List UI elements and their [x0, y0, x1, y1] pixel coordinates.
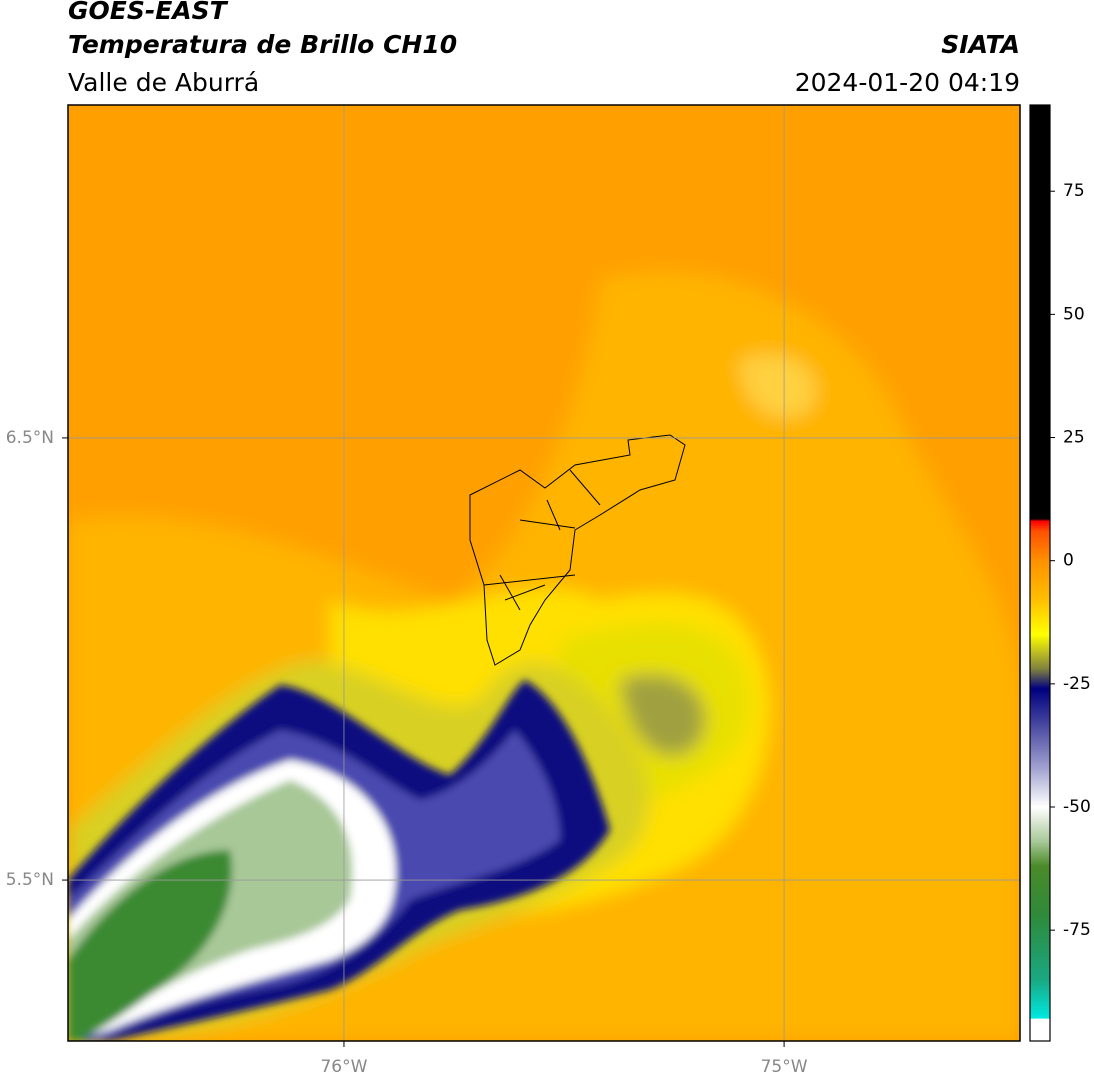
map-frame	[67, 104, 1021, 1042]
colorbar-tick-label: -75	[1063, 920, 1091, 940]
colorbar	[1029, 104, 1051, 1042]
title: GOES-EAST	[68, 0, 229, 25]
municipal-boundaries	[469, 434, 686, 666]
grid	[68, 105, 1020, 1041]
y-tick-label: 5.5°N	[6, 870, 54, 890]
source: SIATA	[941, 30, 1020, 59]
y-tick-label: 6.5°N	[6, 428, 54, 448]
colorbar-tick-label: -50	[1063, 797, 1091, 817]
x-tick-label: 76°W	[320, 1057, 367, 1077]
colorbar-tick-label: 50	[1063, 304, 1085, 324]
colorbar-tick-label: 0	[1063, 551, 1074, 571]
colorbar-tick-label: 25	[1063, 428, 1085, 448]
region: Valle de Aburrá	[68, 68, 259, 97]
x-tick-label: 75°W	[761, 1057, 808, 1077]
datetime: 2024-01-20 04:19	[795, 68, 1020, 97]
colorbar-tick-label: -25	[1063, 674, 1091, 694]
satellite-image	[68, 105, 1020, 1041]
colorbar-tick-label: 75	[1063, 181, 1085, 201]
subtitle: Temperatura de Brillo CH10	[68, 30, 457, 59]
